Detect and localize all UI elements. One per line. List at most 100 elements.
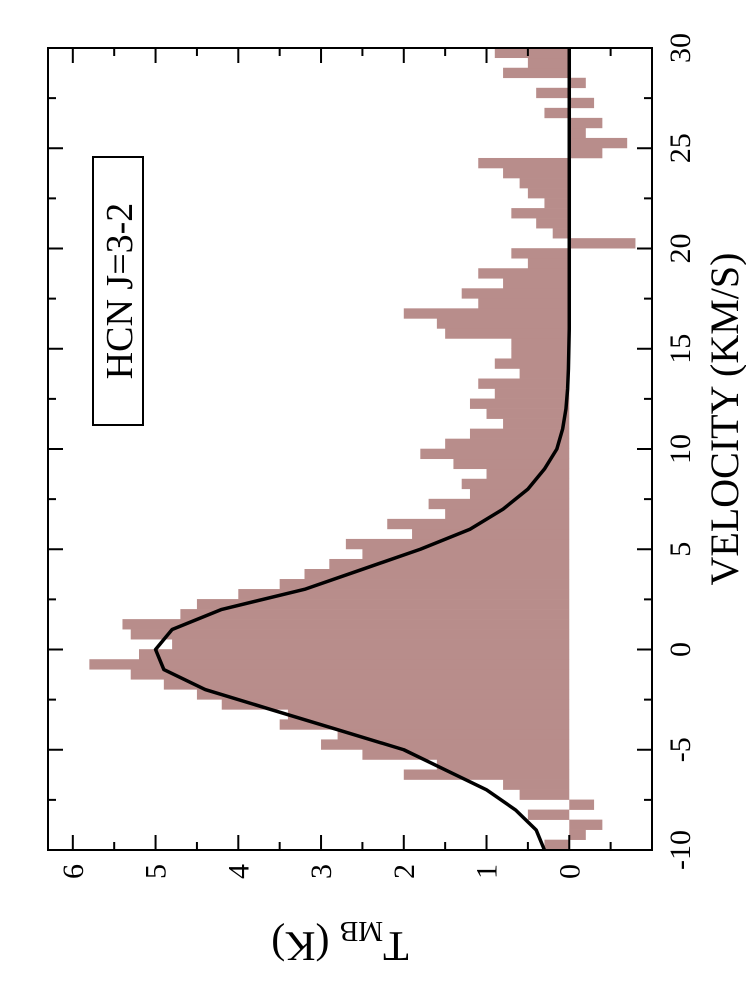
- histogram-bar: [569, 238, 636, 249]
- histogram-bar: [403, 769, 570, 780]
- histogram-bar: [172, 639, 570, 650]
- histogram-bar: [436, 318, 570, 329]
- histogram-bar: [304, 569, 570, 580]
- histogram-bar: [511, 348, 570, 359]
- histogram-bar: [544, 107, 570, 119]
- y-axis-subscript: MB: [340, 915, 384, 946]
- histogram-bar: [569, 829, 586, 840]
- x-tick-label: -10: [664, 830, 697, 870]
- histogram-bar: [412, 528, 570, 540]
- histogram-bar: [428, 498, 570, 510]
- fit-curve: [153, 48, 572, 851]
- y-tick-label: 1: [471, 864, 504, 879]
- x-tick-label: 20: [664, 234, 697, 264]
- histogram-bar: [279, 579, 570, 590]
- histogram-bar: [461, 478, 570, 490]
- histogram-bar: [279, 719, 570, 730]
- plot-area: -10 -5 0 5 10 15 20 25 30 0 1 2 3 4 5 6 VELOCITY (KM/S) T…: [47, 33, 746, 968]
- histogram-bar: [478, 157, 570, 169]
- histogram-bar: [337, 729, 570, 740]
- histogram-bar: [519, 368, 570, 379]
- histogram-bar: [527, 809, 570, 820]
- histogram-bar: [569, 819, 603, 830]
- x-tick-label: 15: [664, 334, 697, 364]
- annotation-box: [92, 156, 144, 426]
- histogram-bar: [180, 609, 570, 620]
- histogram-bar: [569, 97, 595, 109]
- histogram-bar: [478, 378, 570, 389]
- histogram-bar: [519, 178, 570, 189]
- y-tick-label: 0: [553, 864, 586, 879]
- y-tick-label: 4: [222, 864, 255, 879]
- histogram-bar: [453, 458, 570, 470]
- histogram-bar: [221, 699, 570, 710]
- x-tick-label: 0: [664, 642, 697, 657]
- histogram-bar: [569, 799, 595, 810]
- annotation: HCN J=3-2: [99, 203, 141, 380]
- histogram-bar: [420, 448, 570, 460]
- histogram-bar: [569, 127, 586, 139]
- y-tick-label: 2: [388, 864, 421, 879]
- x-axis-label: VELOCITY (KM/S): [702, 253, 746, 586]
- histogram-bar: [469, 398, 570, 409]
- histogram-bar: [494, 388, 570, 399]
- histogram-bar: [130, 669, 570, 680]
- histogram-bar: [536, 218, 570, 229]
- histogram-bar: [494, 47, 570, 59]
- histogram-bar: [238, 589, 570, 600]
- histogram-bar: [139, 649, 570, 660]
- histogram-bar: [503, 278, 570, 289]
- histogram-bar: [503, 418, 570, 429]
- histogram-bar: [469, 428, 570, 439]
- histogram-bar: [163, 679, 570, 690]
- histogram-bar: [569, 117, 603, 129]
- histogram-bar: [503, 168, 570, 179]
- histogram-bar: [436, 759, 570, 770]
- histogram-bar: [569, 137, 628, 149]
- histogram-bar: [552, 228, 570, 239]
- histogram-bar: [544, 198, 570, 209]
- histogram-bar: [445, 438, 570, 449]
- x-tick-label: 10: [664, 434, 697, 464]
- x-tick-label: -5: [664, 737, 697, 762]
- y-tick-label: 6: [57, 864, 90, 879]
- histogram-bar: [196, 689, 570, 700]
- histogram-bar: [321, 739, 570, 750]
- histogram-bar: [445, 508, 570, 520]
- histogram-bar: [527, 258, 570, 269]
- histogram-bar: [196, 599, 570, 610]
- x-tick-label: 25: [664, 133, 697, 163]
- histogram-bar: [536, 87, 570, 99]
- histogram-bar: [287, 709, 570, 720]
- histogram-bar: [503, 779, 570, 790]
- histogram-bar: [519, 789, 570, 800]
- histogram-bar: [511, 208, 570, 219]
- x-tick-label: 30: [664, 33, 697, 63]
- histogram-bar: [527, 57, 570, 69]
- y-axis-unit: (K): [271, 922, 329, 968]
- histogram-bar: [478, 298, 570, 309]
- y-axis-symbol: T: [383, 922, 409, 968]
- x-tick-label: 5: [664, 542, 697, 557]
- histogram-bar: [345, 538, 570, 550]
- histogram-bar: [122, 619, 570, 630]
- histogram-bar: [494, 358, 570, 369]
- y-tick-label: 5: [140, 864, 173, 879]
- histogram-bar: [511, 248, 570, 259]
- histogram-bar: [486, 408, 570, 419]
- histogram-bar: [89, 659, 570, 670]
- histogram-bar: [403, 308, 570, 319]
- histogram-bar: [362, 749, 570, 760]
- histogram-bar: [130, 629, 570, 640]
- histogram-bar: [503, 67, 570, 79]
- histogram-bar: [544, 839, 570, 850]
- histogram-bar: [569, 147, 603, 159]
- y-axis-label: TMB (K): [271, 915, 409, 968]
- histogram-bar: [569, 77, 586, 89]
- histogram-bar: [511, 338, 570, 349]
- histogram-bar: [445, 328, 570, 339]
- histogram-bar: [461, 288, 570, 299]
- y-tick-label: 3: [305, 864, 338, 879]
